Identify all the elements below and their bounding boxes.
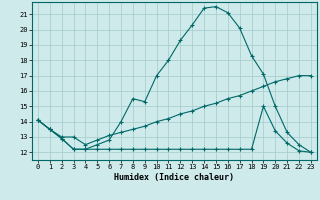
X-axis label: Humidex (Indice chaleur): Humidex (Indice chaleur): [115, 173, 234, 182]
